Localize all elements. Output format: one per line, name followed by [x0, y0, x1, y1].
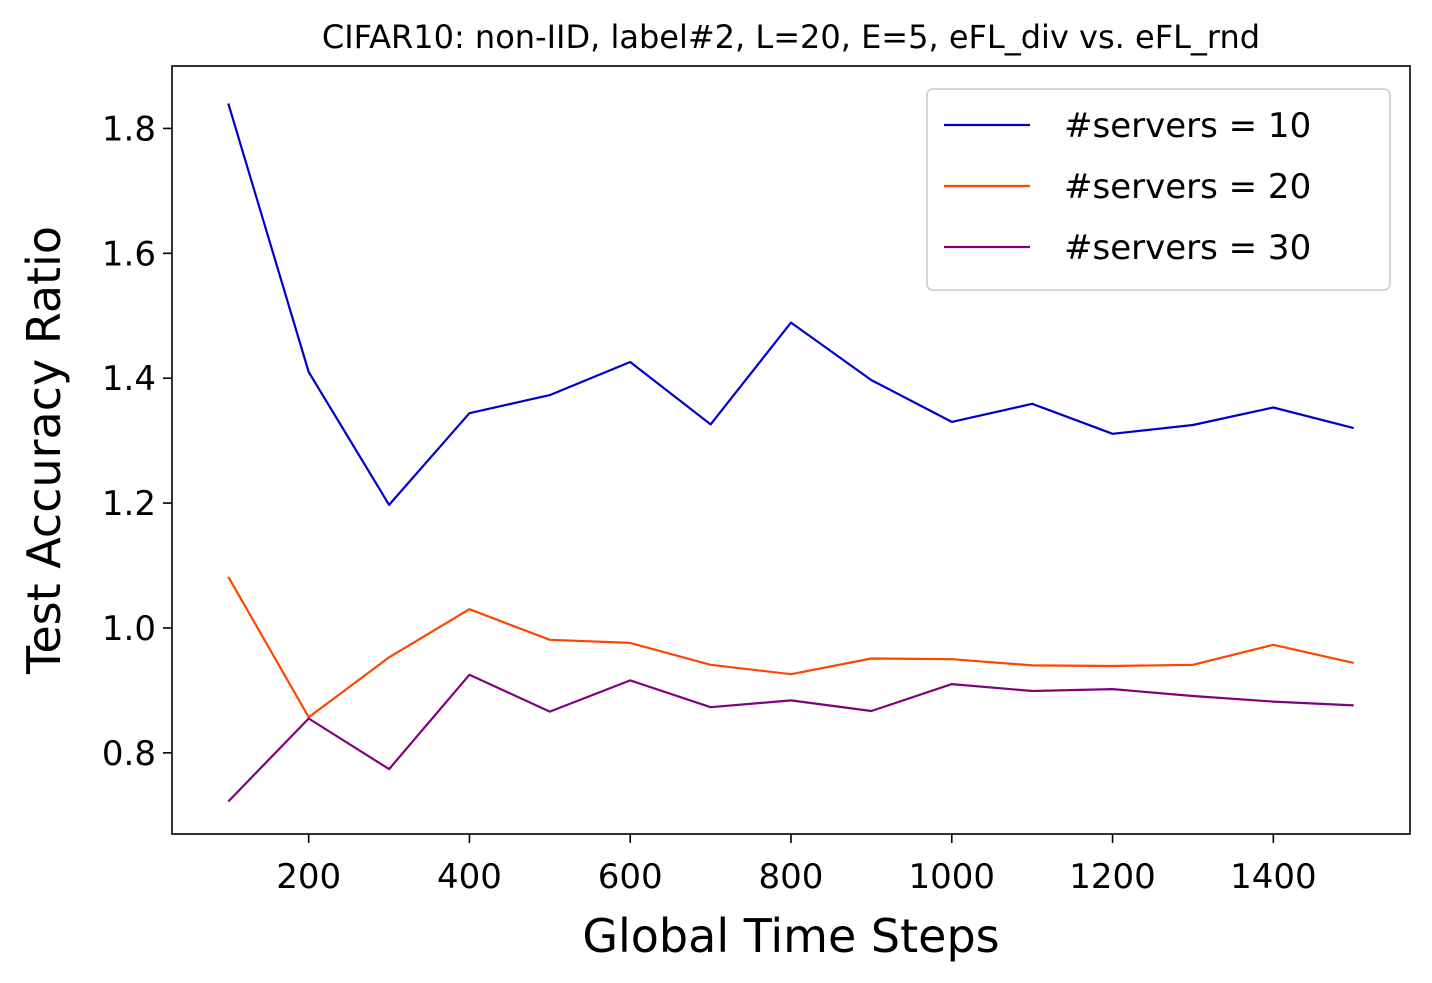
series-line-3 — [227, 673, 1354, 803]
x-tick-label: 600 — [598, 857, 663, 897]
x-tick-label: 400 — [437, 857, 502, 897]
x-axis-title: Global Time Steps — [582, 909, 999, 963]
x-tick-label: 1000 — [909, 857, 996, 897]
x-tick-label: 1200 — [1069, 857, 1156, 897]
x-tick-label: 1400 — [1230, 857, 1317, 897]
y-axis: 0.8 1.0 1.2 1.4 1.6 1.8 — [102, 109, 172, 774]
legend-label-2: #servers = 20 — [1064, 167, 1311, 207]
chart-title: CIFAR10: non-IID, label#2, L=20, E=5, eF… — [322, 18, 1260, 56]
series-lines — [227, 103, 1354, 803]
x-tick-label: 200 — [276, 857, 341, 897]
legend: #servers = 10 #servers = 20 #servers = 30 — [926, 88, 1391, 291]
legend-label-1: #servers = 10 — [1064, 106, 1311, 146]
x-axis: 200 400 600 800 1000 1200 1400 — [276, 834, 1317, 897]
y-tick-label: 1.0 — [102, 609, 156, 649]
y-tick-label: 1.4 — [102, 359, 156, 399]
y-tick-label: 1.2 — [102, 484, 156, 524]
y-tick-label: 0.8 — [102, 734, 156, 774]
y-tick-label: 1.8 — [102, 109, 156, 149]
x-tick-label: 800 — [759, 857, 824, 897]
y-tick-label: 1.6 — [102, 234, 156, 274]
series-line-2 — [227, 576, 1354, 719]
series-line-1 — [227, 103, 1354, 506]
legend-label-3: #servers = 30 — [1064, 228, 1311, 268]
legend-box — [926, 88, 1391, 291]
y-axis-title: Test Accuracy Ratio — [17, 226, 71, 675]
